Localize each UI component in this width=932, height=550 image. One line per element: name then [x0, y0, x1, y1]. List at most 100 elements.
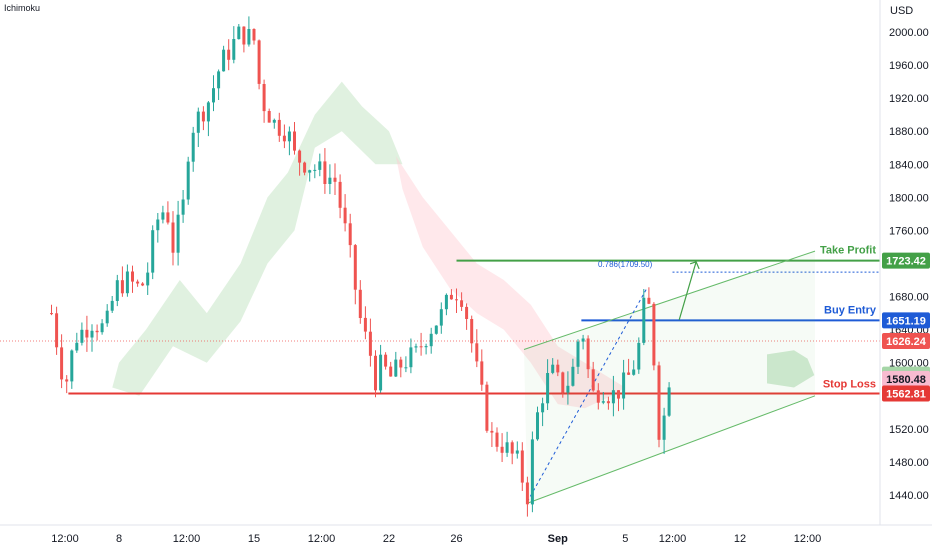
price-tags: 1723.421651.191626.241585.621580.481562.… [882, 252, 930, 402]
candle-body [237, 26, 241, 40]
candle-body [277, 119, 281, 136]
buy-entry-label: Buy Entry [824, 304, 877, 316]
candle-body [252, 29, 256, 41]
current-price-tag-bg [882, 333, 930, 350]
candle-body [298, 150, 302, 163]
candle-body [637, 342, 641, 370]
x-tick-label: 22 [383, 533, 395, 545]
candle-body [222, 49, 226, 72]
candle-body [541, 403, 545, 413]
candle-body [530, 439, 534, 505]
candle-body [100, 323, 104, 333]
x-tick-label: 12:00 [308, 533, 336, 545]
candle-body [389, 366, 393, 377]
candle-body [156, 219, 160, 231]
candle-body [201, 111, 205, 122]
candle-body [399, 359, 403, 368]
ichimoku-cloud [112, 81, 815, 409]
y-tick-label: 1680.00 [889, 292, 929, 304]
fib-diagonal [526, 288, 648, 502]
candle-body [510, 442, 514, 454]
candle-body [368, 331, 372, 356]
projection-arrowhead [689, 261, 700, 270]
candle-body [571, 366, 575, 386]
y-tick-label: 1800.00 [889, 192, 929, 204]
candle-body [500, 446, 504, 453]
candle-body [151, 230, 155, 273]
y-tick-label: 1760.00 [889, 225, 929, 237]
candle-body [196, 111, 200, 133]
candle-body [419, 346, 423, 348]
stop-loss-tag-bg [882, 385, 930, 402]
candle-body [60, 347, 64, 380]
candle-body [318, 161, 322, 170]
candle-body [667, 387, 671, 416]
candle-body [561, 372, 565, 393]
candle-body [348, 223, 352, 246]
x-tick-label: 15 [248, 533, 260, 545]
candle-body [525, 482, 529, 505]
candle-body [581, 338, 585, 342]
channel-upper [523, 250, 816, 350]
candle-body [576, 341, 580, 367]
candle-body [212, 88, 215, 103]
candle-body [546, 373, 550, 404]
candle-body [449, 294, 453, 300]
projection-arrow [678, 261, 697, 320]
x-tick-label: Sep [548, 533, 568, 545]
candle-body [257, 40, 261, 84]
candle-body [293, 131, 296, 151]
candle-body [282, 135, 286, 142]
fib-level-label: 0.786(1709.50) [598, 260, 653, 269]
cloud-red [395, 156, 626, 409]
candle-body [611, 390, 615, 404]
candle-body [267, 111, 271, 123]
candle-body [657, 365, 661, 440]
candle-body [601, 401, 605, 403]
candle-body [505, 442, 509, 453]
candle-body [136, 281, 140, 284]
candle-body [495, 432, 499, 447]
take-profit-tag-bg [882, 252, 930, 269]
x-tick-label: 26 [450, 533, 462, 545]
candlesticks [50, 16, 671, 517]
candle-body [186, 161, 190, 200]
channel-fill [524, 251, 815, 504]
candle-body [515, 450, 519, 454]
candle-body [591, 369, 595, 391]
y-tick-label: 1840.00 [889, 159, 929, 171]
candle-body [363, 317, 367, 332]
stop-loss-label: Stop Loss [823, 378, 876, 390]
candle-body [171, 222, 175, 253]
candle-body [115, 280, 119, 301]
x-tick-label: 5 [622, 533, 628, 545]
y-tick-label: 1520.00 [889, 424, 929, 436]
candle-body [662, 415, 666, 440]
candle-body [120, 280, 124, 294]
current-price-tag: 1626.24 [886, 336, 927, 348]
indicator-label[interactable]: Ichimoku [4, 3, 41, 13]
candle-body [125, 271, 129, 294]
candle-body [323, 161, 327, 184]
candle-body [627, 372, 631, 375]
candle-body [105, 310, 109, 324]
candle-body [308, 170, 312, 173]
currency-label: USD [890, 5, 913, 17]
candle-body [303, 162, 307, 173]
candle-body [374, 355, 377, 391]
candle-body [470, 319, 474, 344]
candle-body [262, 84, 266, 112]
x-tick-label: 12:00 [659, 533, 687, 545]
candle-body [475, 343, 479, 362]
candle-body [444, 294, 448, 310]
candle-body [606, 401, 610, 404]
candle-body [439, 309, 443, 326]
candle-body [65, 379, 69, 382]
buy-entry-tag-bg [882, 312, 930, 329]
channel-lower [527, 395, 816, 504]
candle-body [647, 297, 651, 304]
candle-body [272, 119, 276, 123]
candle-body [586, 338, 590, 370]
candle-body [343, 207, 347, 224]
